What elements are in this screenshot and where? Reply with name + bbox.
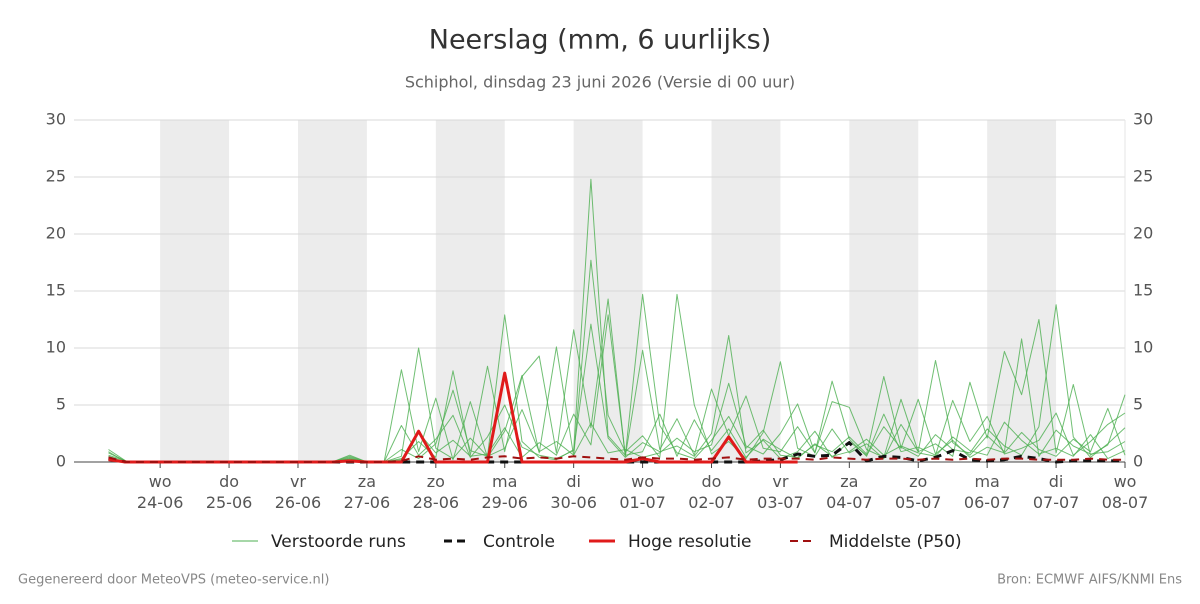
x-tick-label: za 04-07: [826, 472, 873, 512]
x-tick-label: do 02-07: [688, 472, 735, 512]
series-line: [108, 455, 1125, 463]
x-tick-label: do 25-06: [206, 472, 253, 512]
y-tick-label: 15: [46, 281, 66, 300]
x-tick-label: di 07-07: [1033, 472, 1080, 512]
footer-left: Gegenereerd door MeteoVPS (meteo-service…: [18, 573, 329, 588]
y-tick-label: 5: [56, 395, 66, 414]
chart-title: Neerslag (mm, 6 uurlijks): [429, 25, 771, 56]
y-tick-label: 25: [46, 167, 66, 186]
footer-right: Bron: ECMWF AIFS/KNMI Ens: [997, 573, 1182, 588]
x-tick-label: vr 03-07: [757, 472, 804, 512]
x-tick-label: wo 08-07: [1102, 472, 1149, 512]
y-tick-label: 10: [46, 338, 66, 357]
y2-tick-label: 0: [1133, 452, 1143, 471]
y2-tick-label: 10: [1133, 338, 1153, 357]
legend-label: Hoge resolutie: [628, 532, 752, 552]
y2-tick-label: 15: [1133, 281, 1153, 300]
x-tick-label: wo 24-06: [137, 472, 184, 512]
x-tick-label: ma 06-07: [964, 472, 1011, 512]
chart-subtitle: Schiphol, dinsdag 23 juni 2026 (Versie d…: [405, 73, 795, 92]
y2-tick-label: 25: [1133, 167, 1153, 186]
x-tick-label: za 27-06: [344, 472, 391, 512]
legend-label: Controle: [483, 532, 555, 552]
x-tick-label: di 30-06: [550, 472, 597, 512]
y2-tick-label: 20: [1133, 224, 1153, 243]
y-tick-label: 20: [46, 224, 66, 243]
x-tick-label: wo 01-07: [619, 472, 666, 512]
legend-label: Middelste (P50): [829, 532, 962, 552]
x-tick-label: zo 05-07: [895, 472, 942, 512]
y2-tick-label: 5: [1133, 395, 1143, 414]
x-tick-label: ma 29-06: [481, 472, 528, 512]
y-tick-label: 0: [56, 452, 66, 471]
y2-tick-label: 30: [1133, 110, 1153, 129]
y-tick-label: 30: [46, 110, 66, 129]
x-tick-label: vr 26-06: [275, 472, 322, 512]
legend-label: Verstoorde runs: [271, 532, 406, 552]
x-tick-label: zo 28-06: [413, 472, 460, 512]
